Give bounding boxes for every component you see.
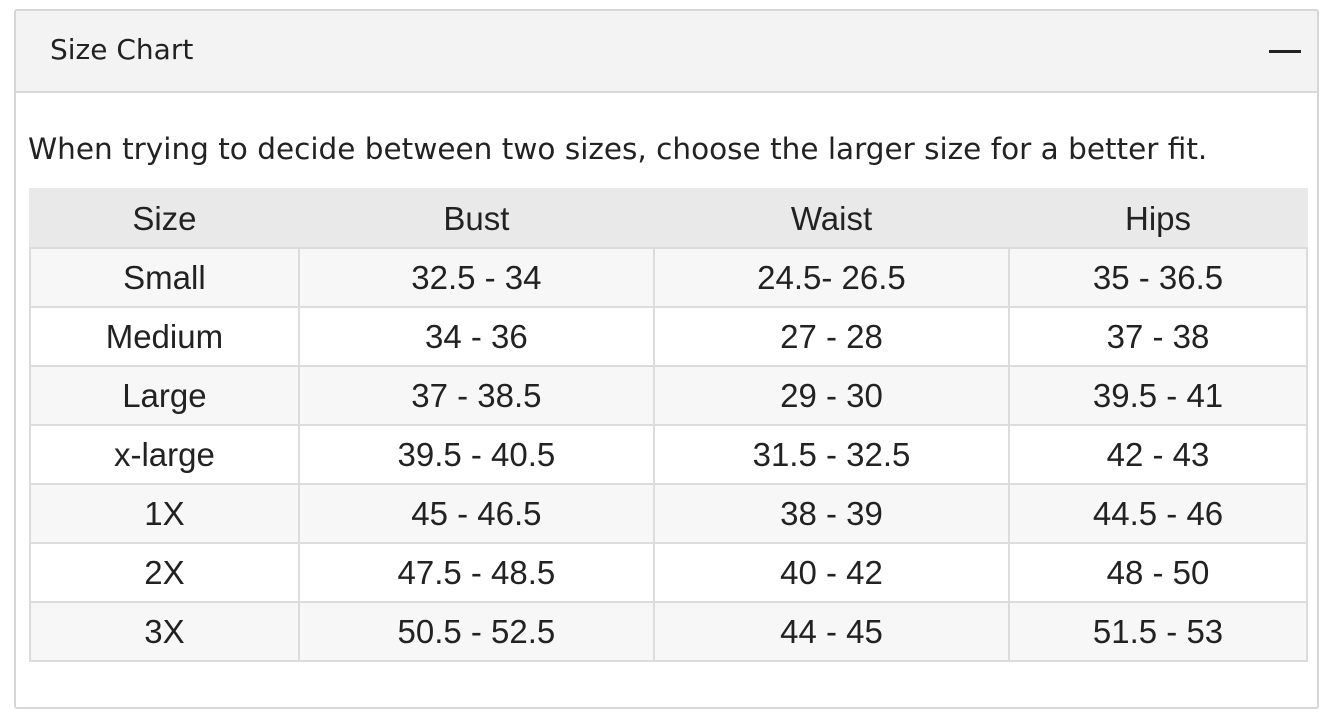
collapse-button[interactable] [1267,37,1303,67]
table-row: 3X 50.5 - 52.5 44 - 45 51.5 - 53 [29,601,1308,662]
table-row: 2X 47.5 - 48.5 40 - 42 48 - 50 [29,542,1308,603]
cell-size: 1X [29,483,300,544]
cell-hips: 48 - 50 [1008,542,1308,603]
table-row: Medium 34 - 36 27 - 28 37 - 38 [29,306,1308,367]
header-size: Size [29,188,300,249]
header-hips: Hips [1008,188,1308,249]
table-header-row: Size Bust Waist Hips [29,188,1308,249]
cell-hips: 39.5 - 41 [1008,365,1308,426]
table-row: 1X 45 - 46.5 38 - 39 44.5 - 46 [29,483,1308,544]
table-row: Small 32.5 - 34 24.5- 26.5 35 - 36.5 [29,247,1308,308]
cell-bust: 32.5 - 34 [297,247,655,308]
cell-size: Medium [29,306,300,367]
cell-bust: 39.5 - 40.5 [297,424,655,485]
panel-header[interactable]: Size Chart [16,11,1317,93]
size-chart-panel: Size Chart When trying to decide between… [14,9,1319,709]
cell-bust: 45 - 46.5 [297,483,655,544]
cell-hips: 42 - 43 [1008,424,1308,485]
cell-bust: 50.5 - 52.5 [297,601,655,662]
cell-bust: 37 - 38.5 [297,365,655,426]
cell-waist: 38 - 39 [652,483,1011,544]
cell-size: 3X [29,601,300,662]
cell-bust: 47.5 - 48.5 [297,542,655,603]
cell-size: Large [29,365,300,426]
cell-waist: 31.5 - 32.5 [652,424,1011,485]
table-row: Large 37 - 38.5 29 - 30 39.5 - 41 [29,365,1308,426]
panel-title: Size Chart [50,33,194,66]
table-row: x-large 39.5 - 40.5 31.5 - 32.5 42 - 43 [29,424,1308,485]
header-bust: Bust [297,188,655,249]
cell-hips: 35 - 36.5 [1008,247,1308,308]
cell-waist: 40 - 42 [652,542,1011,603]
cell-size: 2X [29,542,300,603]
cell-waist: 24.5- 26.5 [652,247,1011,308]
cell-hips: 44.5 - 46 [1008,483,1308,544]
cell-waist: 27 - 28 [652,306,1011,367]
cell-size: x-large [29,424,300,485]
size-table: Size Bust Waist Hips Small 32.5 - 34 24.… [29,188,1308,662]
panel-body: When trying to decide between two sizes,… [16,129,1317,169]
cell-hips: 37 - 38 [1008,306,1308,367]
size-note: When trying to decide between two sizes,… [28,132,1208,166]
cell-size: Small [29,247,300,308]
minus-icon [1269,50,1301,53]
cell-waist: 44 - 45 [652,601,1011,662]
cell-waist: 29 - 30 [652,365,1011,426]
header-waist: Waist [652,188,1011,249]
cell-bust: 34 - 36 [297,306,655,367]
cell-hips: 51.5 - 53 [1008,601,1308,662]
